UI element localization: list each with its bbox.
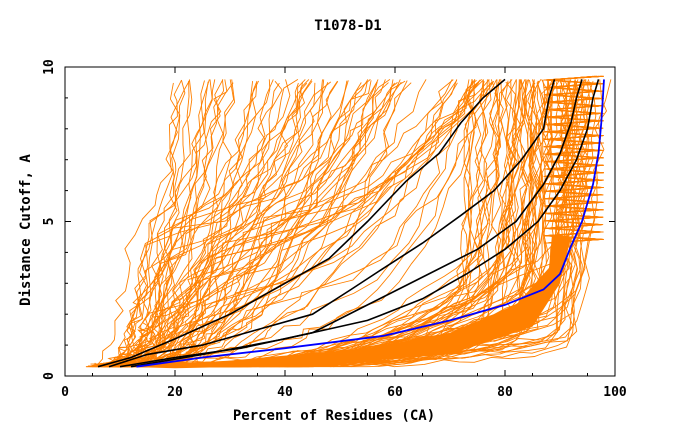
model-line xyxy=(133,79,492,368)
highlight-line-black xyxy=(130,79,600,368)
x-tick-label: 80 xyxy=(497,385,513,400)
y-tick-label: 5 xyxy=(42,218,57,226)
highlighted-models xyxy=(97,78,605,368)
x-tick-label: 20 xyxy=(167,385,183,400)
y-axis-ticks: 0 5 10 xyxy=(42,59,615,380)
model-line xyxy=(94,79,369,368)
model-line xyxy=(107,79,274,368)
model-line xyxy=(134,80,408,368)
highlight-line-black xyxy=(97,78,506,368)
model-line xyxy=(112,79,193,368)
model-line xyxy=(99,81,332,367)
model-line xyxy=(111,79,498,366)
model-line xyxy=(125,79,386,368)
model-line xyxy=(171,79,583,368)
y-axis-label: Distance Cutoff, A xyxy=(18,154,34,306)
model-line xyxy=(85,82,308,368)
model-line xyxy=(95,79,481,368)
model-line xyxy=(116,81,493,368)
x-tick-label: 100 xyxy=(603,385,627,400)
highlight-line-black xyxy=(108,79,556,368)
model-line xyxy=(117,79,216,368)
model-line xyxy=(210,79,585,368)
highlight-line-black xyxy=(119,79,583,368)
chart-title: T1078-D1 xyxy=(314,18,381,34)
highlight-line-blue xyxy=(136,79,605,368)
model-line xyxy=(130,80,258,368)
y-tick-label: 10 xyxy=(42,59,57,75)
model-cluster xyxy=(120,236,571,369)
model-line xyxy=(225,79,588,368)
x-axis-label: Percent of Residues (CA) xyxy=(233,408,435,424)
x-axis-ticks: 0 20 40 60 80 100 xyxy=(61,67,627,400)
x-tick-label: 40 xyxy=(277,385,293,400)
model-line xyxy=(92,79,310,368)
model-line xyxy=(105,81,510,368)
y-tick-label: 0 xyxy=(42,372,57,380)
x-tick-label: 0 xyxy=(61,385,69,400)
model-line xyxy=(97,79,323,366)
model-line xyxy=(123,82,299,368)
model-line xyxy=(140,80,349,368)
x-tick-label: 60 xyxy=(387,385,403,400)
model-line xyxy=(94,79,379,368)
